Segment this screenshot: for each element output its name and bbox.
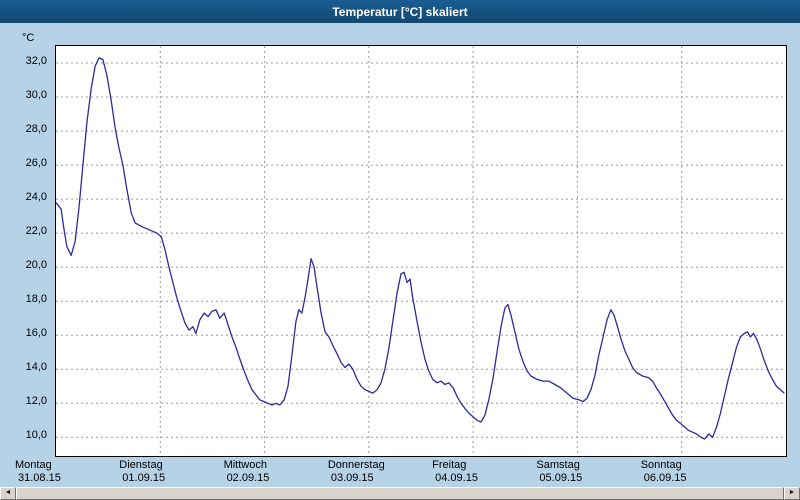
x-day-name: Dienstag — [119, 459, 163, 471]
x-day-date: 06.09.15 — [643, 472, 687, 484]
y-tick-label: 26,0 — [25, 157, 47, 170]
y-tick-label: 12,0 — [25, 395, 47, 408]
temperature-chart — [56, 46, 786, 456]
horizontal-scrollbar[interactable]: ◄ ► — [0, 487, 800, 500]
title-bar: Temperatur [°C] skaliert — [0, 0, 800, 23]
x-day-name: Sonntag — [640, 459, 682, 471]
y-tick-label: 32,0 — [25, 55, 47, 67]
y-tick-label: 16,0 — [25, 327, 47, 340]
temperature-line — [56, 57, 785, 440]
y-axis-unit-label: °C — [22, 32, 35, 44]
x-day-name: Mittwoch — [223, 459, 267, 471]
x-day-label: Montag 31.08.15 — [15, 459, 61, 484]
y-tick-label: 22,0 — [25, 225, 47, 238]
x-day-label: Mittwoch 02.09.15 — [224, 459, 270, 484]
y-tick-label: 20,0 — [25, 259, 47, 272]
scrollbar-thumb[interactable] — [16, 487, 784, 500]
x-day-date: 31.08.15 — [18, 472, 61, 484]
x-day-label: Donnerstag 03.09.15 — [328, 459, 385, 484]
y-tick-label: 30,0 — [25, 89, 47, 102]
x-day-name: Montag — [15, 459, 52, 471]
x-day-date: 01.09.15 — [122, 472, 166, 484]
x-day-name: Freitag — [432, 459, 467, 471]
y-axis: 32,0 30,0 28,0 26,0 24,0 22,0 20,0 18,0 16,0 14,0… — [0, 0, 50, 460]
y-tick-label: 28,0 — [25, 123, 47, 136]
x-day-label: Sonntag 06.09.15 — [641, 459, 687, 484]
plot-area — [55, 45, 787, 457]
page-title: Temperatur [°C] skaliert — [332, 4, 468, 19]
x-day-name: Donnerstag — [327, 459, 385, 471]
x-day-name: Samstag — [536, 459, 580, 471]
scroll-left-button[interactable]: ◄ — [0, 487, 16, 500]
x-day-label: Samstag 05.09.15 — [536, 459, 582, 484]
y-tick-label: 14,0 — [25, 361, 47, 374]
y-tick-label: 24,0 — [25, 191, 47, 204]
x-day-date: 02.09.15 — [226, 472, 270, 484]
scroll-right-button[interactable]: ► — [784, 487, 800, 500]
x-day-date: 04.09.15 — [435, 472, 478, 484]
x-day-label: Dienstag 01.09.15 — [119, 459, 165, 484]
y-tick-label: 10,0 — [25, 429, 47, 442]
x-day-date: 05.09.15 — [539, 472, 583, 484]
x-day-date: 03.09.15 — [330, 472, 374, 484]
y-tick-label: 18,0 — [25, 293, 47, 306]
x-day-label: Freitag 04.09.15 — [432, 459, 478, 484]
x-axis: Montag 31.08.15 Dienstag 01.09.15 Mittwoch 02… — [0, 459, 800, 487]
